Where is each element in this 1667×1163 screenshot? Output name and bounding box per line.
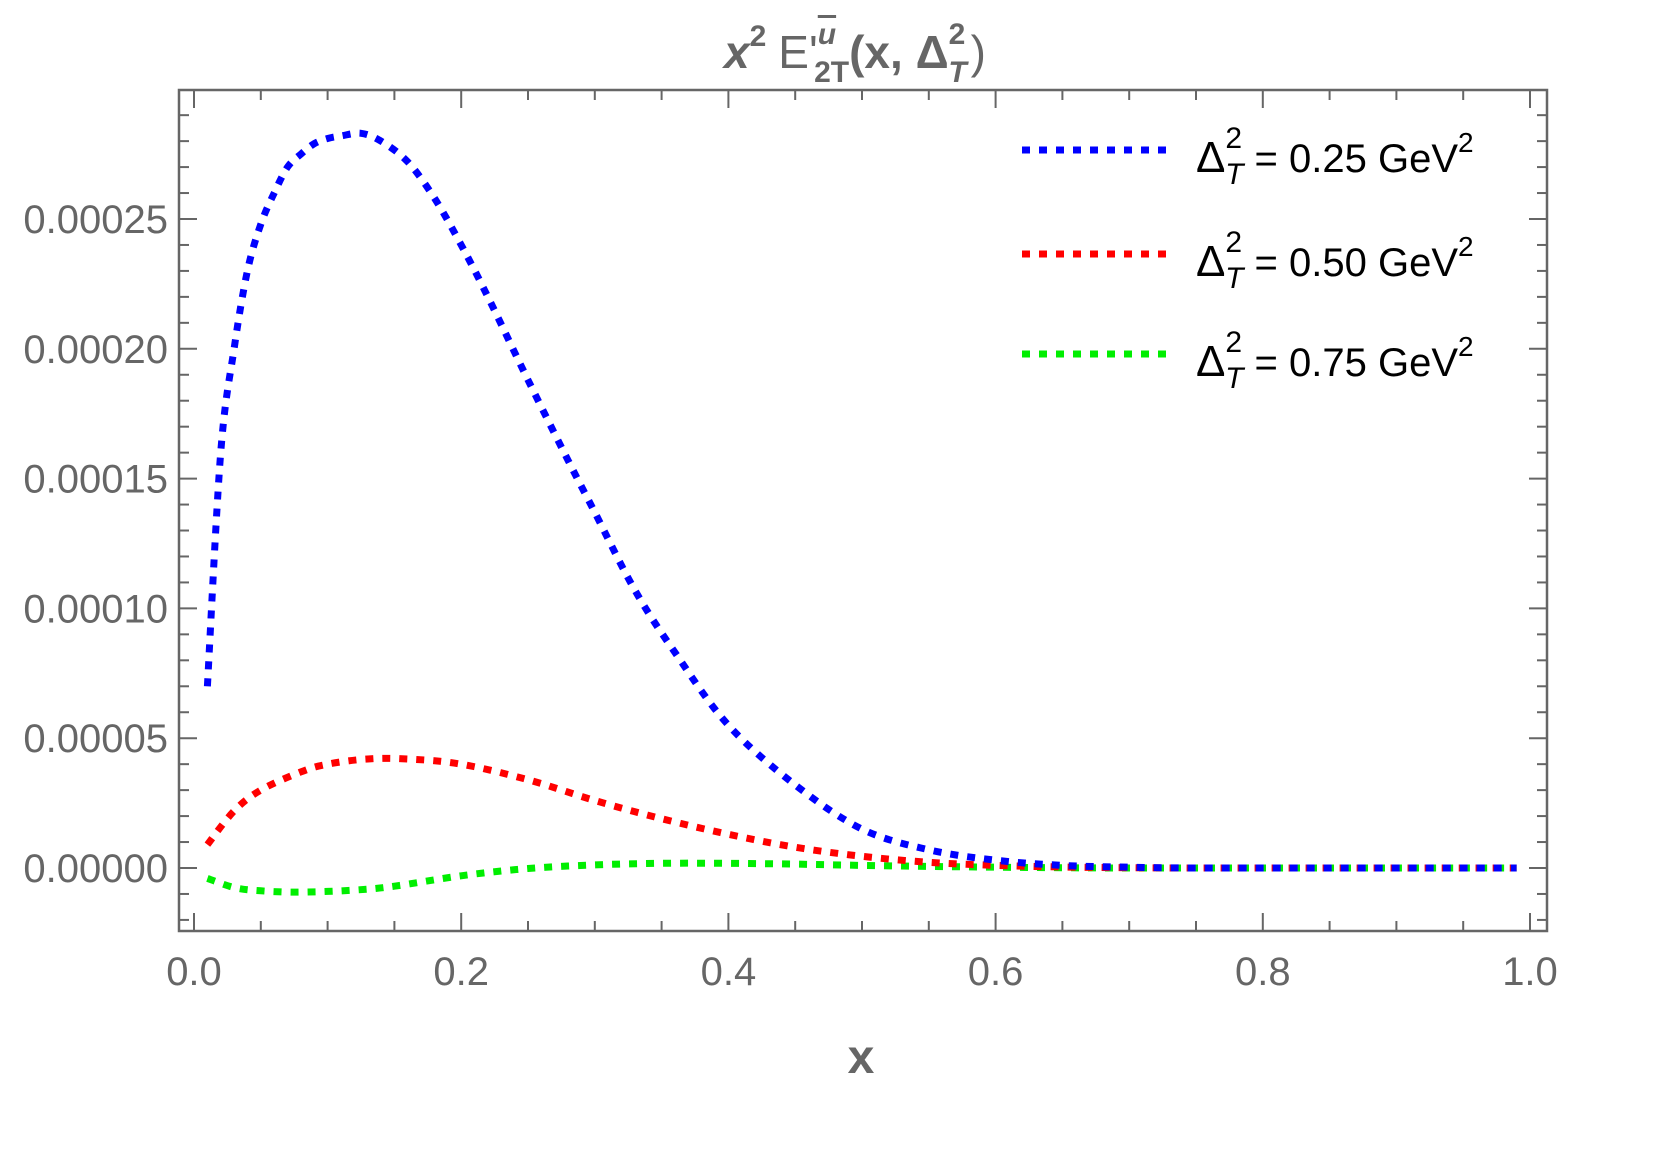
y-tick-label: 0.00015 — [23, 458, 168, 502]
series-line-0.25 — [203, 129, 1517, 872]
title-x: x — [721, 26, 752, 78]
series-line-0.75 — [206, 859, 1517, 896]
plot-frame — [177, 88, 1549, 933]
legend-label-0.25: Δ2 T = 0.25 GeV2 — [1196, 122, 1474, 191]
series-line-0.50 — [204, 754, 1517, 872]
y-tick-label: 0.00000 — [23, 847, 168, 891]
x-axis-label: x — [848, 1031, 875, 1084]
x-tick-label: 0.8 — [1235, 950, 1291, 994]
x-tick-label: 0.4 — [701, 950, 757, 994]
axis-tick-labels: 0.0 0.2 0.4 0.6 0.8 1.0 0.00000 0.00005 0.00010 0… — [23, 198, 1557, 994]
legend-label-0.75: Δ2 T = 0.75 GeV2 — [1196, 326, 1474, 395]
series-group — [203, 129, 1517, 896]
y-tick-label: 0.00025 — [23, 198, 168, 242]
title-e: E' — [778, 26, 817, 78]
legend-label-0.50: Δ2 T = 0.50 GeV2 — [1196, 226, 1474, 295]
title-delta-sup: 2 — [949, 18, 966, 51]
title-ubar: u — [818, 18, 836, 51]
title-args-close: ) — [971, 26, 986, 78]
axis-ticks — [179, 90, 1547, 931]
title-args-open: (x, — [849, 26, 915, 78]
title-delta-sub: T — [948, 56, 969, 89]
title-x-sup: 2 — [750, 20, 767, 53]
x-tick-label: 0.0 — [166, 950, 222, 994]
chart-title: x2 E'u 2T(x, Δ2 T) — [721, 18, 986, 89]
title-sub-2t: 2T — [814, 56, 849, 89]
x-tick-label: 0.6 — [968, 950, 1024, 994]
y-tick-label: 0.00010 — [23, 587, 168, 631]
title-delta: Δ — [916, 26, 949, 78]
legend: Δ2 T = 0.25 GeV2 Δ2 T = 0.50 GeV2 Δ2 T = 0.75… — [1022, 122, 1474, 395]
x-tick-label: 0.2 — [433, 950, 489, 994]
x-tick-label: 1.0 — [1502, 950, 1558, 994]
y-tick-label: 0.00020 — [23, 328, 168, 372]
y-tick-label: 0.00005 — [23, 717, 168, 761]
